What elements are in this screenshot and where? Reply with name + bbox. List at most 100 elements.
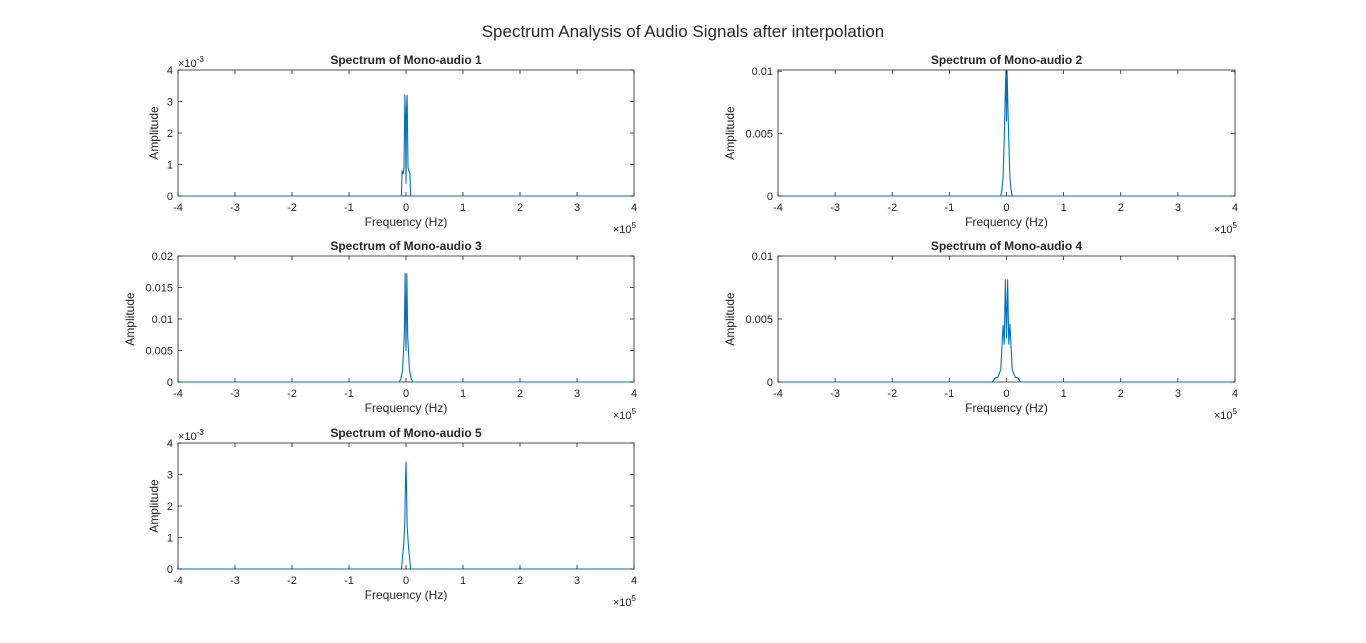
x-tick-label: -1	[944, 388, 954, 400]
subplot-5: -4 -3 -2 -1 0 1 2 3 4 0 1 2 3 4 ×105 ×10-3 Spectrum of M…	[147, 426, 637, 609]
x-tick-label: -4	[173, 388, 183, 400]
x-tick-label: -3	[230, 388, 240, 400]
y-axis-label: Amplitude	[123, 292, 137, 346]
x-tick-label: -1	[344, 575, 354, 587]
y-tick-label: 0.02	[152, 251, 173, 263]
subplot-title: Spectrum of Mono-audio 4	[931, 239, 1083, 253]
x-exponent-label: ×105	[613, 594, 637, 609]
x-tick-label: 1	[460, 202, 466, 214]
x-exponent-label: ×105	[613, 407, 637, 422]
y-axis-label: Amplitude	[723, 292, 737, 346]
y-tick-label: 0	[767, 191, 773, 203]
x-tick-label: 2	[1118, 388, 1124, 400]
y-tick-label: 1	[167, 160, 173, 172]
x-tick-label: 0	[1003, 388, 1009, 400]
series-line	[178, 273, 634, 383]
x-tick-label: -1	[344, 388, 354, 400]
x-axis-label: Frequency (Hz)	[365, 215, 448, 229]
x-tick-label: 3	[574, 388, 580, 400]
figure-title: Spectrum Analysis of Audio Signals after…	[482, 22, 885, 41]
y-tick-label: 0.015	[145, 283, 173, 295]
x-tick-label: 4	[631, 575, 637, 587]
x-tick-label: 0	[403, 575, 409, 587]
axes-layer: -4 -3 -2 -1 0 1 2 3 4 0 1 2 3 4 ×105 ×10-3 Spectrum of M…	[123, 53, 1238, 609]
x-tick-label: -2	[887, 388, 897, 400]
subplot-1: -4 -3 -2 -1 0 1 2 3 4 0 1 2 3 4 ×105 ×10-3 Spectrum of M…	[147, 53, 637, 236]
x-tick-label: 1	[1061, 202, 1067, 214]
y-tick-label: 2	[167, 501, 173, 513]
y-tick-label: 4	[167, 65, 173, 77]
x-tick-label: 0	[403, 388, 409, 400]
y-tick-label: 0.005	[745, 129, 773, 141]
series-line	[178, 461, 634, 570]
x-tick-label: 2	[517, 575, 523, 587]
y-exponent-label: ×10-3	[178, 428, 204, 443]
y-tick-label: 1	[167, 533, 173, 545]
y-tick-label: 3	[167, 97, 173, 109]
x-tick-label: -3	[830, 388, 840, 400]
x-tick-label: 1	[1061, 388, 1067, 400]
x-tick-label: 3	[574, 575, 580, 587]
x-tick-label: -4	[773, 388, 783, 400]
series-line	[778, 279, 1235, 383]
x-tick-label: 2	[517, 388, 523, 400]
y-tick-label: 0.005	[745, 314, 773, 326]
x-tick-label: 3	[1175, 388, 1181, 400]
x-tick-label: -1	[944, 202, 954, 214]
x-tick-label: 3	[574, 202, 580, 214]
x-tick-label: -1	[344, 202, 354, 214]
x-tick-label: -2	[287, 575, 297, 587]
y-tick-label: 0.01	[752, 66, 773, 78]
x-tick-label: 4	[631, 202, 637, 214]
y-tick-label: 0.01	[752, 251, 773, 263]
x-tick-label: 1	[460, 575, 466, 587]
x-exponent-label: ×105	[1214, 221, 1238, 236]
x-tick-label: 2	[517, 202, 523, 214]
x-tick-label: 4	[631, 388, 637, 400]
x-tick-label: -4	[773, 202, 783, 214]
series-line	[778, 69, 1235, 197]
x-tick-label: -3	[230, 202, 240, 214]
y-axis-label: Amplitude	[147, 106, 161, 160]
y-tick-label: 0.005	[145, 346, 173, 358]
y-axis-label: Amplitude	[723, 106, 737, 160]
subplot-title: Spectrum of Mono-audio 5	[330, 426, 482, 440]
x-tick-label: 4	[1232, 202, 1238, 214]
x-tick-label: -4	[173, 575, 183, 587]
x-axis-label: Frequency (Hz)	[965, 401, 1048, 415]
x-exponent-label: ×105	[1214, 407, 1238, 422]
subplot-title: Spectrum of Mono-audio 3	[330, 239, 482, 253]
y-tick-label: 4	[167, 438, 173, 450]
y-tick-label: 3	[167, 470, 173, 482]
y-tick-label: 0	[167, 191, 173, 203]
y-tick-label: 0	[767, 377, 773, 389]
x-tick-label: -3	[230, 575, 240, 587]
y-exponent-label: ×10-3	[178, 55, 204, 70]
y-axis-label: Amplitude	[147, 479, 161, 533]
x-tick-label: -2	[287, 388, 297, 400]
subplot-2: -4 -3 -2 -1 0 1 2 3 4 0 0.005 0.01 ×105 Spectrum of M…	[723, 53, 1238, 236]
y-tick-label: 0.01	[152, 314, 173, 326]
y-tick-label: 0	[167, 377, 173, 389]
x-tick-label: -2	[287, 202, 297, 214]
x-tick-label: -2	[887, 202, 897, 214]
x-tick-label: 1	[460, 388, 466, 400]
subplot-4: -4 -3 -2 -1 0 1 2 3 4 0 0.005 0.01 ×105 Spectrum of M…	[723, 239, 1238, 422]
x-tick-label: 3	[1175, 202, 1181, 214]
x-tick-label: 0	[403, 202, 409, 214]
y-tick-label: 2	[167, 128, 173, 140]
x-tick-label: 0	[1003, 202, 1009, 214]
x-axis-label: Frequency (Hz)	[365, 401, 448, 415]
x-tick-label: 4	[1232, 388, 1238, 400]
x-axis-label: Frequency (Hz)	[365, 588, 448, 602]
x-exponent-label: ×105	[613, 221, 637, 236]
y-tick-label: 0	[167, 564, 173, 576]
series-line	[178, 94, 634, 197]
x-tick-label: -3	[830, 202, 840, 214]
subplot-title: Spectrum of Mono-audio 1	[330, 53, 482, 67]
subplot-title: Spectrum of Mono-audio 2	[931, 53, 1083, 67]
x-tick-label: 2	[1118, 202, 1124, 214]
x-tick-label: -4	[173, 202, 183, 214]
subplot-3: -4 -3 -2 -1 0 1 2 3 4 0 0.005 0.01 0.015 0.02 ×105 Spec…	[123, 239, 637, 422]
